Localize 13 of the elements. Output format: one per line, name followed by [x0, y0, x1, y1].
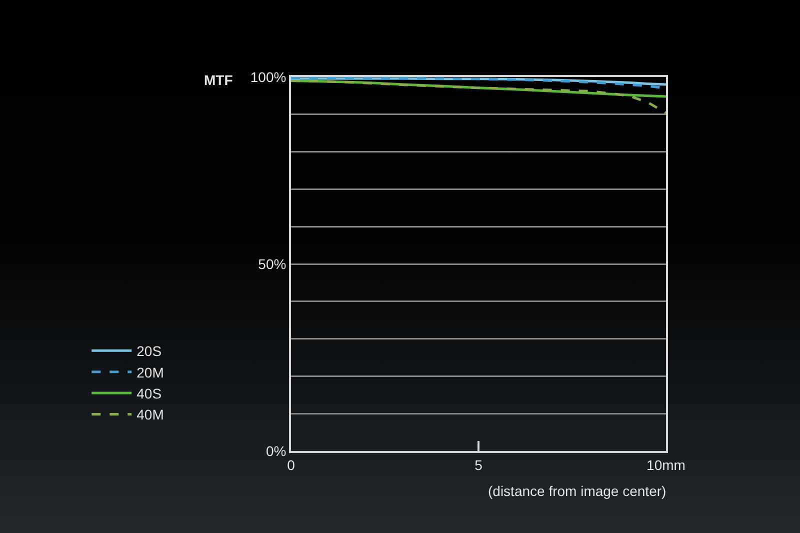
legend-label: 20S	[136, 343, 162, 360]
legend-label: 40S	[136, 386, 162, 402]
y-tick-label: 100%	[250, 68, 286, 85]
legend-label: 20M	[136, 364, 164, 380]
x-tick-label: 10mm	[646, 456, 686, 473]
legend-label: 40M	[136, 406, 164, 423]
y-tick-label: 0%	[266, 442, 286, 459]
y-tick-label: 50%	[258, 256, 286, 272]
y-axis-title: MTF	[204, 72, 234, 88]
line-series	[291, 79, 666, 114]
x-tick-label: 0	[287, 456, 296, 473]
x-tick-label: 5	[474, 456, 483, 473]
x-axis-title: (distance from image center)	[488, 483, 666, 499]
